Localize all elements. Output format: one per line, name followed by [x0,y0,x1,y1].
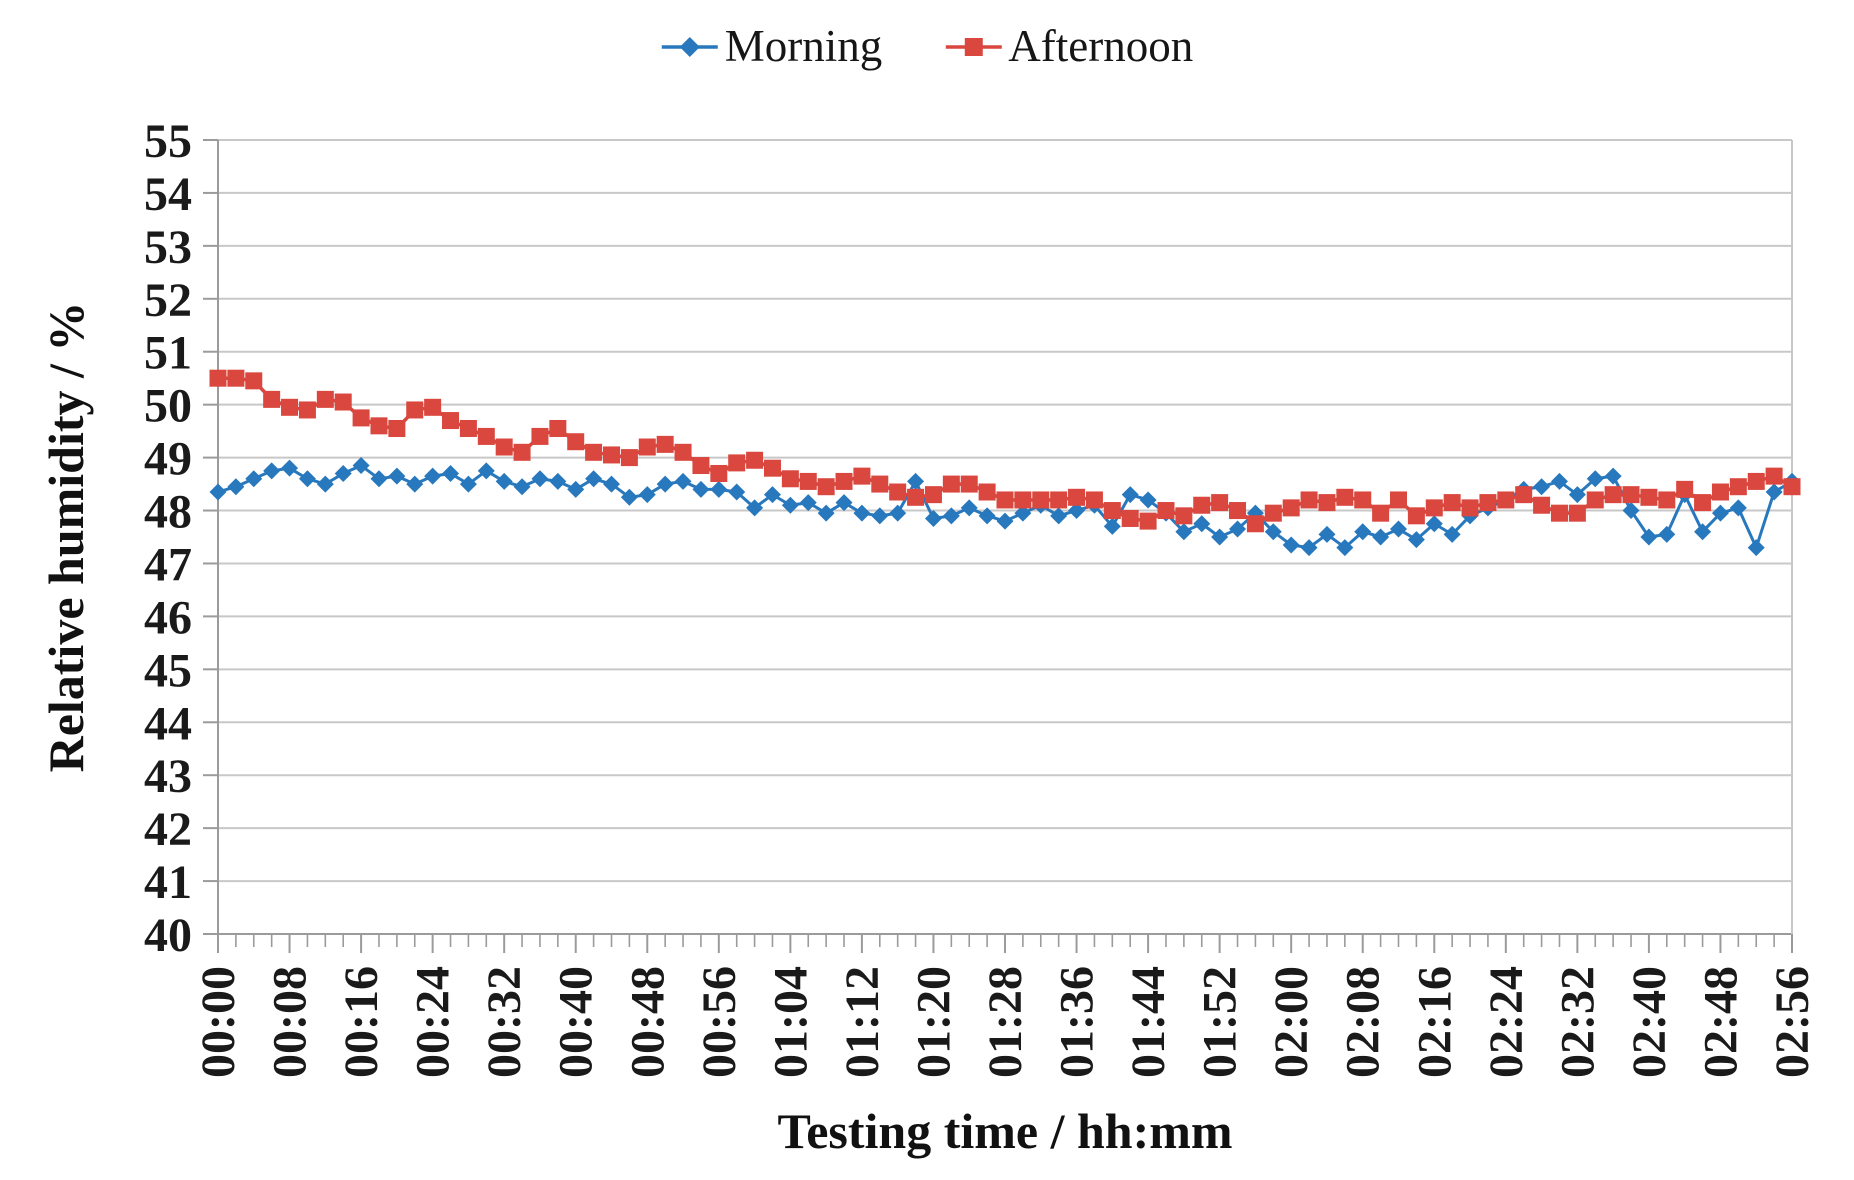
svg-text:02:16: 02:16 [1408,966,1461,1078]
svg-text:44: 44 [144,697,192,750]
svg-text:42: 42 [144,803,192,856]
svg-text:46: 46 [144,591,192,644]
chart-legend: Morning Afternoon [661,24,1193,69]
svg-text:00:32: 00:32 [478,966,531,1078]
svg-text:01:20: 01:20 [907,966,960,1078]
svg-text:02:40: 02:40 [1623,966,1676,1078]
afternoon-line-square-icon [945,37,1002,56]
svg-text:53: 53 [144,221,192,274]
svg-text:41: 41 [144,856,192,909]
svg-text:00:56: 00:56 [693,966,746,1078]
svg-text:55: 55 [144,115,192,168]
svg-text:43: 43 [144,750,192,803]
svg-text:01:52: 01:52 [1194,966,1247,1078]
legend-item-morning: Morning [661,21,883,71]
svg-text:00:24: 00:24 [407,966,460,1078]
morning-line-diamond-icon [661,36,718,57]
svg-text:01:44: 01:44 [1122,966,1175,1078]
svg-text:02:32: 02:32 [1551,966,1604,1078]
svg-text:02:56: 02:56 [1766,966,1819,1078]
svg-text:02:48: 02:48 [1694,966,1747,1078]
svg-text:01:28: 01:28 [979,966,1032,1078]
svg-text:01:36: 01:36 [1051,966,1104,1078]
svg-text:00:00: 00:00 [192,966,245,1078]
legend-item-afternoon: Afternoon [944,24,1193,69]
x-axis-title: Testing time / hh:mm [777,1103,1233,1159]
svg-text:02:00: 02:00 [1265,966,1318,1078]
svg-text:51: 51 [144,327,192,380]
svg-text:52: 52 [144,274,192,327]
svg-text:00:08: 00:08 [264,966,317,1078]
y-axis-title: Relative humidity / % [38,301,94,773]
svg-text:01:04: 01:04 [764,966,817,1078]
svg-text:02:24: 02:24 [1480,966,1533,1078]
svg-text:40: 40 [144,909,192,962]
svg-text:00:48: 00:48 [621,966,674,1078]
svg-text:00:16: 00:16 [335,966,388,1078]
svg-text:02:08: 02:08 [1337,966,1390,1078]
svg-text:54: 54 [144,168,192,221]
svg-text:48: 48 [144,486,192,539]
svg-text:01:12: 01:12 [836,966,889,1078]
legend-label-afternoon: Afternoon [1008,21,1194,71]
svg-text:00:40: 00:40 [550,966,603,1078]
svg-text:47: 47 [144,538,192,591]
svg-text:49: 49 [144,433,192,486]
legend-label-morning: Morning [724,21,883,71]
svg-text:45: 45 [144,644,192,697]
svg-text:50: 50 [144,380,192,433]
